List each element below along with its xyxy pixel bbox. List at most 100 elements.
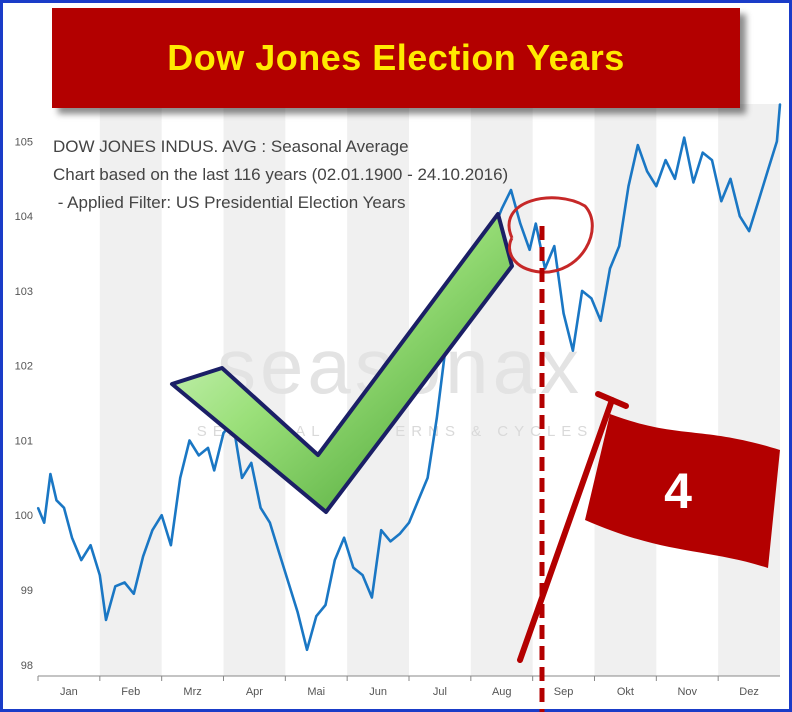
- y-tick-label: 102: [15, 361, 33, 373]
- data-point: [711, 159, 713, 161]
- data-point: [71, 536, 73, 539]
- peak-circle-icon: [507, 196, 594, 274]
- chart-info-range: Chart based on the last 116 years (02.01…: [53, 165, 508, 184]
- data-point: [738, 215, 741, 218]
- data-point: [590, 297, 593, 300]
- data-point: [701, 151, 704, 154]
- x-tick-label: Jul: [433, 686, 447, 698]
- x-tick-label: Jan: [60, 686, 78, 698]
- data-point: [398, 533, 401, 535]
- data-point: [352, 566, 355, 569]
- flag-label: 4: [664, 463, 692, 519]
- data-point: [683, 136, 686, 139]
- data-point: [435, 417, 438, 419]
- data-point: [37, 506, 39, 509]
- data-point: [296, 611, 299, 614]
- data-point: [720, 200, 723, 203]
- data-point: [268, 521, 271, 524]
- data-point: [278, 551, 281, 554]
- data-point: [250, 462, 253, 464]
- data-point: [389, 540, 392, 543]
- x-tick-label: Mrz: [183, 686, 201, 698]
- data-point: [49, 473, 52, 476]
- data-point: [599, 319, 602, 322]
- data-point: [197, 454, 200, 457]
- data-point: [98, 574, 101, 576]
- x-tick-label: Sep: [554, 686, 574, 698]
- data-point: [179, 476, 182, 479]
- x-tick-label: Dez: [739, 686, 759, 698]
- data-point: [417, 499, 420, 502]
- data-point: [361, 574, 364, 576]
- data-point: [151, 529, 154, 532]
- flag-pole: [517, 397, 615, 663]
- data-point: [528, 248, 531, 251]
- y-tick-label: 104: [15, 211, 33, 223]
- data-point: [114, 585, 117, 588]
- data-point: [132, 592, 135, 595]
- data-point: [380, 529, 383, 532]
- data-point: [213, 469, 216, 472]
- data-point: [123, 581, 126, 584]
- x-tick-label: Jun: [369, 686, 387, 698]
- y-tick-label: 101: [15, 435, 33, 447]
- y-tick-label: 100: [15, 510, 33, 522]
- data-point: [553, 245, 556, 247]
- data-point: [315, 615, 318, 618]
- chart-info-title: DOW JONES INDUS. AVG : Seasonal Average: [53, 137, 409, 156]
- data-point: [89, 544, 92, 547]
- flag-pole-cap: [595, 391, 629, 409]
- data-point: [207, 447, 209, 449]
- data-point: [287, 581, 290, 584]
- data-point: [664, 159, 667, 161]
- data-point: [776, 140, 778, 143]
- x-tick-label: Okt: [617, 686, 634, 698]
- series-line: [36, 103, 782, 652]
- data-point: [609, 267, 611, 270]
- data-point: [519, 222, 522, 225]
- data-point: [306, 648, 308, 651]
- data-point: [371, 596, 373, 599]
- data-point: [333, 559, 336, 562]
- data-point: [618, 245, 621, 247]
- data-point: [562, 312, 565, 315]
- data-point: [581, 290, 584, 292]
- month-band: [594, 104, 657, 676]
- data-point: [188, 439, 191, 442]
- data-point: [571, 349, 574, 352]
- checkmark-icon: [170, 212, 514, 514]
- data-point: [500, 207, 503, 210]
- data-point: [636, 144, 639, 147]
- data-point: [757, 200, 760, 203]
- x-tick-label: Apr: [246, 686, 263, 698]
- data-point: [627, 185, 630, 188]
- data-point: [544, 267, 546, 270]
- chart-info-filter: - Applied Filter: US Presidential Electi…: [53, 193, 405, 212]
- data-point: [655, 185, 658, 188]
- flag-icon: [585, 414, 780, 568]
- data-point: [673, 177, 676, 180]
- x-axis-ticks: Jan Feb Mrz Apr Mai Jun Jul Aug Sep Okt Nov Dez: [37, 676, 759, 698]
- y-axis-ticks: 98 99 100 101 102 103 104 105: [15, 136, 33, 671]
- data-point: [510, 189, 512, 191]
- y-tick-label: 103: [15, 286, 33, 298]
- data-point: [63, 506, 65, 509]
- data-point: [160, 514, 163, 517]
- title-banner: Dow Jones Election Years: [52, 8, 740, 108]
- data-point: [766, 170, 769, 173]
- data-point: [43, 521, 46, 524]
- month-band: [99, 104, 162, 676]
- data-point: [222, 432, 225, 434]
- data-point: [534, 222, 537, 225]
- data-point: [142, 555, 145, 558]
- x-tick-label: Aug: [492, 686, 512, 698]
- data-point: [748, 230, 750, 233]
- data-point: [105, 619, 107, 621]
- data-point: [343, 536, 345, 539]
- y-tick-label: 99: [21, 585, 33, 597]
- data-point: [324, 604, 327, 606]
- data-point: [259, 506, 262, 509]
- data-point: [646, 170, 648, 173]
- y-tick-label: 105: [15, 136, 33, 148]
